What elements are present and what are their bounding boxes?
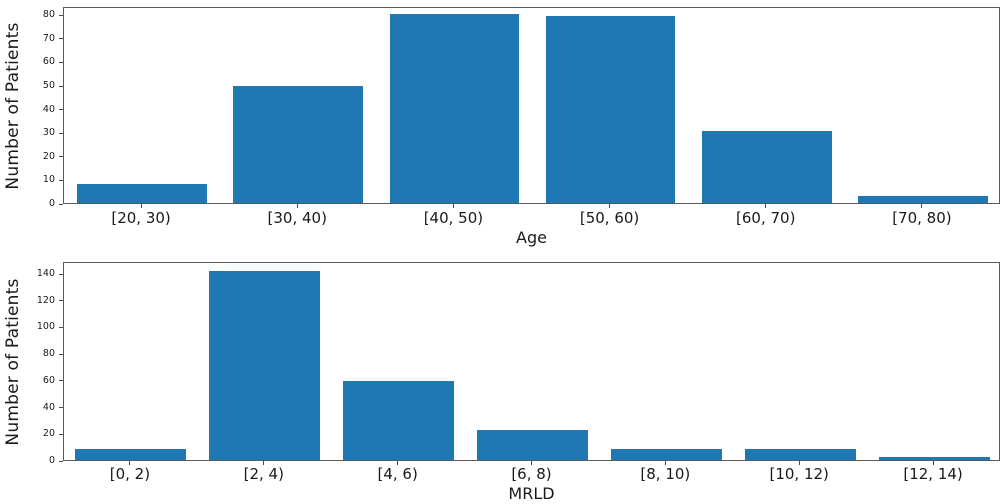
y-tick-label: 0 [48, 455, 55, 466]
x-tick-mark [140, 204, 142, 208]
y-tick-label: 0 [48, 198, 55, 209]
mrld-plot-area [63, 262, 1000, 461]
x-category-label: [0, 2) [109, 465, 151, 483]
y-tick-mark [59, 61, 63, 63]
y-tick-label: 60 [42, 56, 55, 68]
bar-[50, 60) [545, 16, 676, 203]
y-tick-label: 70 [42, 32, 55, 44]
x-category-label: [6, 8) [511, 465, 552, 483]
y-tick-label: 100 [36, 321, 55, 333]
x-category-label: [8, 10) [640, 465, 691, 483]
y-tick-mark [59, 433, 63, 435]
bar-[8, 10) [610, 449, 722, 460]
bar-[20, 30) [77, 184, 207, 203]
x-category-label: [2, 4) [243, 465, 284, 483]
y-tick-label: 40 [42, 401, 55, 413]
x-category-label: [60, 70) [736, 209, 796, 227]
x-tick-mark [609, 204, 611, 208]
bar-[30, 40) [233, 86, 364, 203]
bar-[6, 8) [476, 429, 589, 460]
y-tick-label: 60 [42, 374, 55, 386]
x-tick-mark [932, 461, 934, 465]
x-tick-mark [452, 204, 454, 208]
x-category-label: [12, 14) [903, 465, 963, 483]
bar-[10, 12) [744, 449, 856, 460]
y-tick-label: 80 [42, 348, 55, 360]
bar-[4, 6) [343, 380, 455, 460]
y-tick-mark [59, 132, 63, 134]
x-tick-mark [296, 204, 298, 208]
y-tick-mark [59, 203, 63, 205]
y-tick-label: 120 [36, 294, 55, 306]
x-tick-mark [397, 461, 399, 465]
x-tick-mark [798, 461, 800, 465]
x-tick-mark [664, 461, 666, 465]
y-tick-mark [59, 38, 63, 40]
y-tick-mark [59, 273, 63, 275]
x-category-label: [40, 50) [423, 209, 484, 227]
mrld-x-axis-label: MRLD [508, 484, 555, 503]
y-tick-mark [59, 85, 63, 87]
y-tick-mark [59, 326, 63, 328]
y-tick-mark [59, 14, 63, 16]
y-tick-mark [59, 380, 63, 382]
y-tick-mark [59, 109, 63, 111]
y-tick-mark [59, 407, 63, 409]
y-tick-mark [59, 460, 63, 462]
y-tick-label: 20 [42, 150, 55, 162]
y-tick-label: 30 [42, 127, 55, 139]
bar-[0, 2) [75, 449, 187, 460]
x-tick-mark [263, 461, 265, 465]
bar-[60, 70) [701, 130, 832, 203]
y-tick-mark [59, 300, 63, 302]
x-category-label: [10, 12) [769, 465, 829, 483]
x-category-label: [30, 40) [267, 209, 327, 227]
x-category-label: [4, 6) [377, 465, 418, 483]
x-category-label: [20, 30) [111, 209, 171, 227]
bar-[2, 4) [209, 270, 321, 460]
y-tick-mark [59, 156, 63, 158]
y-tick-label: 20 [42, 428, 55, 440]
mrld-y-axis-label: Number of Patients [3, 277, 23, 446]
x-tick-mark [765, 204, 767, 208]
y-tick-label: 50 [42, 80, 55, 92]
x-category-label: [70, 80) [892, 209, 952, 227]
x-category-label: [50, 60) [579, 209, 640, 227]
age-plot-area [63, 7, 1000, 204]
bar-[70, 80) [858, 196, 988, 203]
y-tick-mark [59, 179, 63, 181]
x-tick-mark [129, 461, 131, 465]
y-tick-mark [59, 353, 63, 355]
x-tick-mark [531, 461, 532, 465]
y-tick-label: 10 [42, 174, 55, 186]
bar-[40, 50) [389, 13, 520, 203]
y-tick-label: 80 [42, 9, 55, 21]
y-tick-label: 140 [36, 268, 55, 280]
y-tick-label: 40 [42, 103, 55, 115]
x-tick-mark [921, 204, 923, 208]
bar-[12, 14) [878, 457, 990, 460]
age-x-axis-label: Age [516, 228, 547, 247]
